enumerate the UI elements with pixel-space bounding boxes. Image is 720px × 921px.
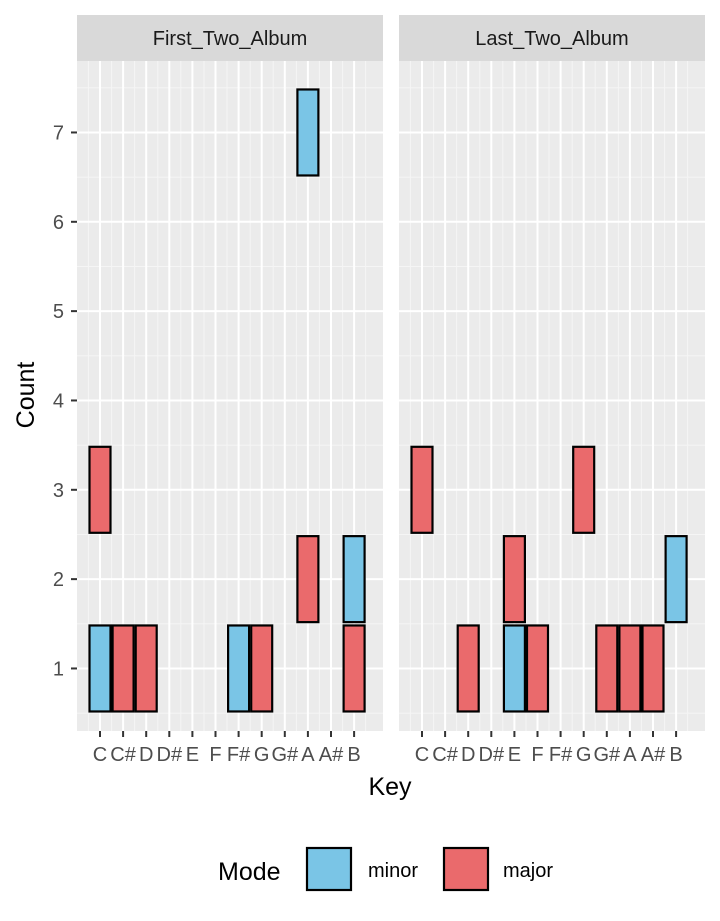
y-tick-label-1: 1: [53, 658, 64, 680]
x-tick-label-a: A: [623, 744, 637, 766]
legend-title: Mode: [218, 858, 281, 886]
facet-strip: [77, 15, 383, 61]
x-tick-label-a-sharp: A#: [319, 744, 344, 766]
facet-strip-label: First_Two_Album: [153, 28, 308, 50]
y-tick-label-4: 4: [53, 390, 64, 412]
legend-item-major: major: [442, 846, 553, 892]
x-tick-label-d: D: [139, 744, 153, 766]
x-tick-label-c: C: [93, 744, 107, 766]
panel-last-two-album: Last_Two_Album C C# D D# E F F# G G# A A# B: [399, 15, 705, 766]
tile-c-3-major: [410, 445, 434, 534]
x-tick-label-a-sharp: A#: [641, 744, 666, 766]
x-tick-label-a: A: [301, 744, 315, 766]
tile-a-7-minor: [296, 88, 320, 177]
x-tick-label-f-sharp: F#: [227, 744, 251, 766]
x-axis-title: Key: [368, 773, 412, 801]
tile-b-2-minor: [342, 535, 366, 624]
tile-e-1-minor: [502, 624, 526, 713]
x-tick-label-g: G: [576, 744, 592, 766]
legend-label-major: major: [503, 860, 553, 882]
y-tick-label-3: 3: [53, 480, 64, 502]
x-tick-label-d-sharp: D#: [157, 744, 183, 766]
legend-key-major: [442, 846, 490, 892]
x-tick-label-g-sharp: G#: [271, 744, 299, 766]
tile-c-3-major: [88, 445, 112, 534]
x-tick-label-e: E: [186, 744, 199, 766]
x-tick-label-d: D: [461, 744, 475, 766]
panel-first-two-album: First_Two_Album C C# D D# E F F# G G# A A# B: [77, 15, 383, 766]
tile-d-1-major: [456, 624, 480, 713]
y-axis: 1 2 3 4 5 6 7: [53, 122, 77, 680]
x-tick-label-e: E: [508, 744, 521, 766]
tile-g-1-major: [250, 624, 274, 713]
facet-strip: [399, 15, 705, 61]
tile-a-1-major: [618, 624, 642, 713]
x-tick-label-f-sharp: F#: [549, 744, 573, 766]
x-tick-label-g-sharp: G#: [593, 744, 621, 766]
y-tick-label-2: 2: [53, 569, 64, 591]
tile-a-sharp-1-major: [641, 624, 665, 713]
x-tick-label-b: B: [669, 744, 682, 766]
tile-f-sharp-1-minor: [227, 624, 251, 713]
tile-e-2-major: [502, 535, 526, 624]
y-tick-label-7: 7: [53, 122, 64, 144]
tile-c-1-minor: [88, 624, 112, 713]
x-tick-label-c-sharp: C#: [110, 744, 136, 766]
tile-d-1-major: [134, 624, 158, 713]
tile-g-3-major: [572, 445, 596, 534]
legend-item-minor: minor: [305, 846, 418, 892]
x-tick-label-g: G: [254, 744, 270, 766]
tile-f-1-major: [525, 624, 550, 713]
x-tick-label-d-sharp: D#: [479, 744, 505, 766]
x-tick-label-c: C: [415, 744, 429, 766]
x-tick-label-c-sharp: C#: [432, 744, 458, 766]
tile-g-sharp-1-major: [595, 624, 619, 713]
tile-c-sharp-1-major: [111, 624, 135, 713]
y-tick-label-6: 6: [53, 212, 64, 234]
facet-strip-label: Last_Two_Album: [475, 28, 628, 50]
tile-b-2-minor: [664, 535, 688, 624]
y-tick-label-5: 5: [53, 301, 64, 323]
x-tick-label-f: F: [531, 744, 543, 766]
x-tick-label-b: B: [347, 744, 360, 766]
legend: Mode minor major: [218, 846, 553, 892]
legend-label-minor: minor: [368, 860, 418, 882]
legend-key-minor: [305, 846, 353, 892]
y-axis-title: Count: [12, 362, 40, 429]
tile-a-2-major: [296, 535, 320, 624]
tile-b-1-major: [342, 624, 366, 713]
x-tick-label-f: F: [209, 744, 221, 766]
